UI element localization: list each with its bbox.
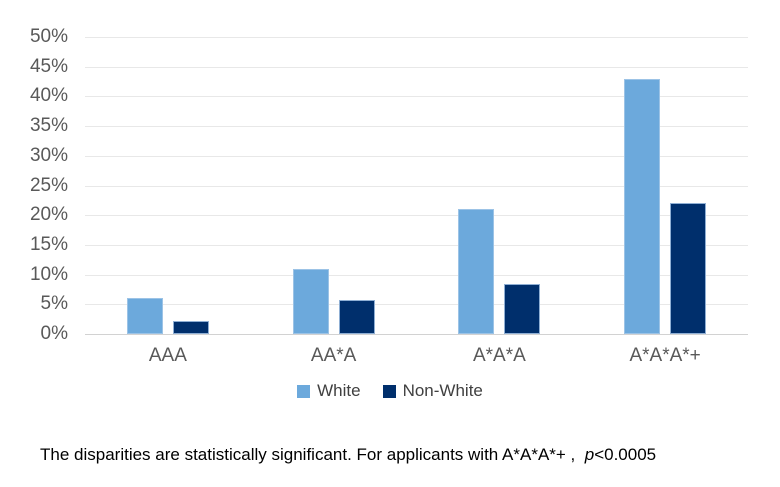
footnote: The disparities are statistically signif…: [40, 444, 760, 465]
footnote-p-italic: p: [584, 445, 595, 464]
y-axis-tick-label: 15%: [29, 233, 68, 255]
y-axis-tick-label: 5%: [40, 293, 68, 315]
legend-item-white: White: [297, 381, 361, 401]
legend-swatch-white: [297, 384, 311, 398]
x-axis-category-label: AA*A: [310, 345, 357, 366]
gridline: [85, 126, 748, 128]
gridline: [85, 185, 748, 187]
gridline: [85, 96, 748, 98]
y-axis-tick-label: 40%: [29, 85, 68, 107]
bar-white-1: [292, 268, 329, 334]
gridline: [85, 215, 748, 217]
bar-white-3: [624, 78, 661, 334]
gridline: [85, 66, 748, 68]
footnote-text: The disparities are statistically signif…: [40, 445, 585, 464]
gridline: [85, 304, 748, 306]
y-axis-tick-label: 50%: [29, 26, 68, 47]
x-axis-category-label: A*A*A*+: [629, 345, 701, 366]
x-axis-category-label: AAA: [148, 345, 187, 366]
footnote-p-value: <0.0005: [594, 445, 657, 464]
bar-non-white-0: [172, 320, 209, 334]
gridline: [85, 274, 748, 276]
y-axis-tick-label: 45%: [29, 55, 68, 77]
gridline: [85, 155, 748, 157]
y-axis-tick-label: 10%: [29, 263, 68, 285]
y-axis-tick-label: 20%: [29, 204, 68, 226]
bar-white-2: [458, 209, 495, 334]
y-axis-tick-label: 25%: [29, 174, 68, 196]
legend-label-white: White: [317, 381, 361, 400]
gridline: [85, 37, 748, 38]
chart-legend: White Non-White: [0, 381, 780, 401]
bar-non-white-3: [670, 203, 707, 334]
plot-area: [85, 37, 748, 335]
legend-label-non-white: Non-White: [402, 381, 483, 400]
x-axis-baseline: [85, 334, 748, 335]
bar-non-white-2: [504, 283, 541, 334]
y-axis-tick-label: 30%: [29, 144, 68, 166]
y-axis-tick-label: 0%: [40, 323, 68, 344]
gridline: [85, 244, 748, 246]
legend-swatch-non-white: [382, 384, 396, 398]
y-axis-tick-label: 35%: [29, 115, 68, 137]
bar-white-0: [126, 298, 163, 334]
x-axis-category-label: A*A*A: [472, 345, 526, 366]
bar-non-white-1: [338, 300, 375, 334]
legend-item-non-white: Non-White: [382, 381, 483, 401]
